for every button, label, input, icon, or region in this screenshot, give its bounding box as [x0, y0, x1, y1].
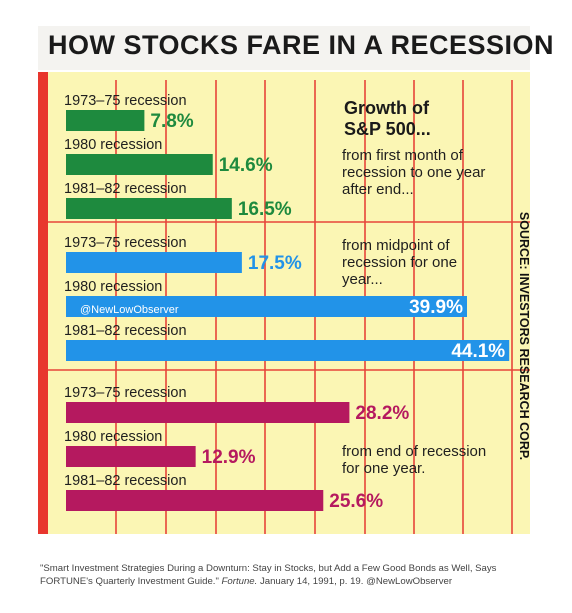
bar-value-label: 44.1% — [451, 341, 505, 362]
bar — [66, 110, 145, 131]
group-description-line: recession to one year — [342, 164, 485, 181]
source-note: SOURCE: INVESTORS RESEARCH CORP. — [517, 211, 531, 461]
chart-heading-line: S&P 500... — [344, 119, 431, 139]
bar-category-label: 1980 recession — [64, 429, 162, 445]
group-description-line: for one year. — [342, 460, 425, 477]
citation-publication: Fortune. — [221, 575, 258, 587]
chart-heading-line: Growth of — [344, 98, 430, 118]
citation-text: "Smart Investment Strategies During a Do… — [40, 563, 497, 587]
bar — [66, 490, 324, 511]
bar-category-label: 1980 recession — [64, 279, 162, 295]
bar — [66, 402, 350, 423]
bar — [66, 154, 213, 175]
bar-category-label: 1973–75 recession — [64, 93, 187, 109]
bar-value-label: 17.5% — [248, 253, 302, 274]
bar-value-label: 25.6% — [329, 491, 383, 512]
bar-value-label: 14.6% — [219, 155, 273, 176]
group-description: from end of recession for one year. — [342, 443, 486, 477]
group-description: from first month of recession to one year… — [342, 147, 485, 198]
group-description-line: from first month of — [342, 147, 464, 164]
watermark: @NewLowObserver — [80, 304, 179, 316]
group-description-line: after end... — [342, 181, 414, 198]
bar-category-label: 1980 recession — [64, 137, 162, 153]
group-description-line: recession for one — [342, 254, 457, 271]
chart-heading: Growth of S&P 500... — [344, 98, 431, 139]
bar-category-label: 1981–82 recession — [64, 181, 187, 197]
citation: "Smart Investment Strategies During a Do… — [40, 563, 540, 588]
red-accent-strip — [38, 72, 48, 534]
chart-title: HOW STOCKS FARE IN A RECESSION — [48, 30, 555, 60]
bar — [66, 252, 242, 273]
citation-details: January 14, 1991, p. 19. @NewLowObserver — [259, 575, 453, 587]
bar-value-label: 12.9% — [202, 447, 256, 468]
bar-value-label: 16.5% — [238, 199, 292, 220]
bar-category-label: 1973–75 recession — [64, 385, 187, 401]
bar-category-label: 1973–75 recession — [64, 235, 187, 251]
bar — [66, 446, 196, 467]
bar-value-label: 28.2% — [355, 403, 409, 424]
group-description-line: from end of recession — [342, 443, 486, 460]
bar — [66, 198, 232, 219]
group-description-line: from midpoint of — [342, 237, 450, 254]
bar — [66, 340, 510, 361]
bar — [66, 296, 467, 317]
bar-category-label: 1981–82 recession — [64, 323, 187, 339]
title-band — [38, 26, 530, 70]
bar-value-label: 39.9% — [409, 297, 463, 318]
group-description: from midpoint of recession for one year... — [342, 237, 457, 288]
group-description-line: year... — [342, 271, 383, 288]
bar-value-label: 7.8% — [150, 111, 193, 132]
bar-category-label: 1981–82 recession — [64, 473, 187, 489]
